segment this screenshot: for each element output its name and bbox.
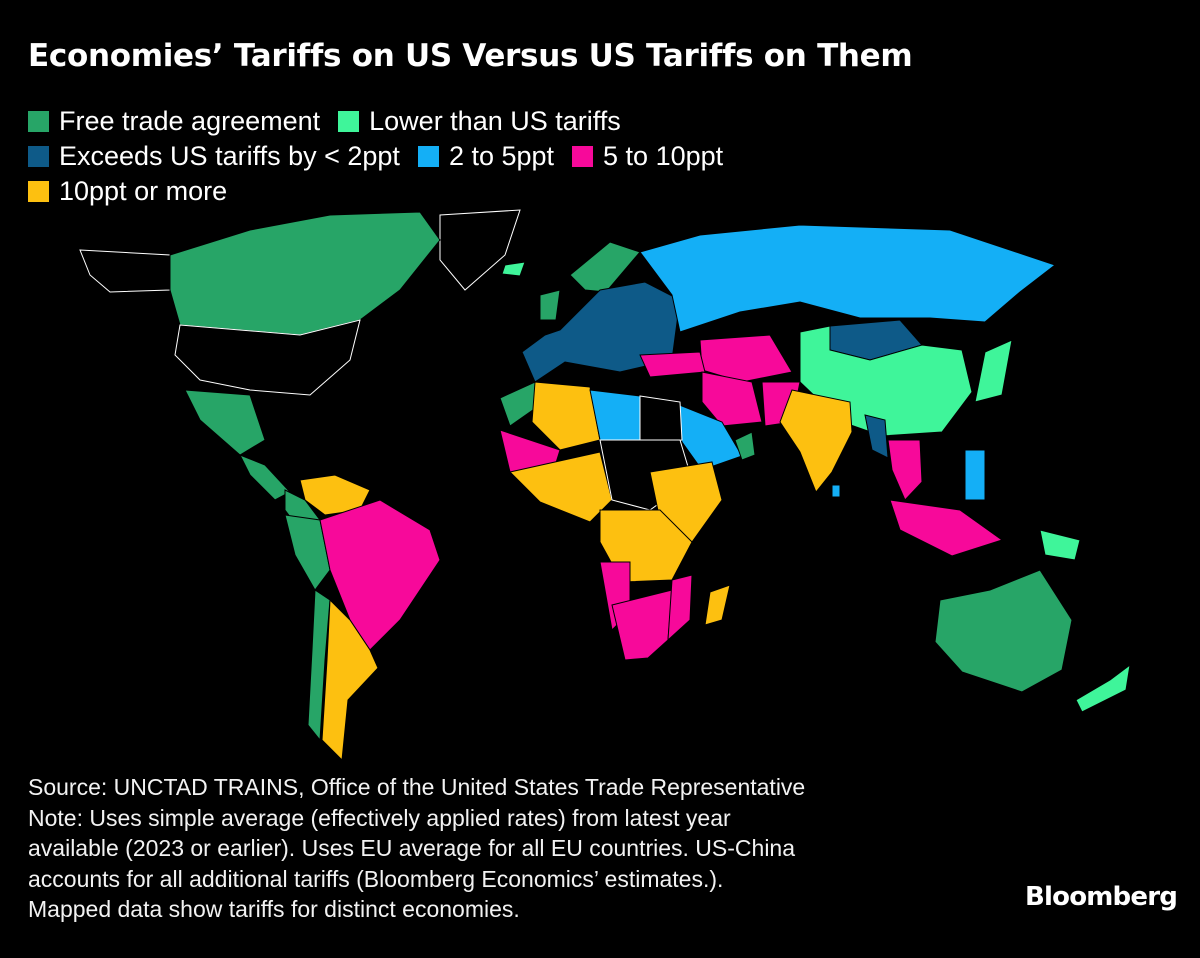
legend-label: Free trade agreement: [59, 106, 321, 136]
legend-swatch: [572, 146, 594, 167]
footer-notes: Source: UNCTAD TRAINS, Office of the Uni…: [28, 772, 948, 925]
country-greenland: [439, 209, 521, 291]
legend-label: Lower than US tariffs: [369, 106, 621, 136]
note-line: accounts for all additional tariffs (Blo…: [28, 865, 724, 892]
country-peru: [284, 514, 331, 591]
legend-item-under-2: Exceeds US tariffs by < 2ppt: [28, 139, 400, 174]
country-sri-lanka: [831, 484, 841, 498]
legend-item-10-plus: 10ppt or more: [28, 174, 227, 209]
note-line: Note: Uses simple average (effectively a…: [28, 804, 731, 831]
country-egypt: [639, 395, 683, 447]
legend-item-2-5: 2 to 5ppt: [417, 139, 555, 174]
chart-title: Economies’ Tariffs on US Versus US Tarif…: [28, 38, 913, 74]
note-line: available (2023 or earlier). Uses EU ave…: [28, 835, 796, 861]
country-mozambique: [667, 574, 693, 642]
country-australia: [934, 569, 1073, 693]
country-united-states: [174, 319, 361, 396]
country-indonesia: [889, 499, 1004, 557]
legend-item-5-10: 5 to 10ppt: [572, 139, 723, 174]
note-line: Mapped data show tariffs for distinct ec…: [28, 896, 520, 922]
bloomberg-logo: Bloomberg: [1025, 882, 1178, 912]
country-papua-new-guinea: [1039, 529, 1081, 561]
country-united-kingdom: [539, 289, 561, 321]
country-thailand: [887, 439, 923, 501]
country-alaska: [79, 249, 171, 293]
country-south-africa: [611, 589, 673, 661]
country-turkey: [639, 351, 706, 378]
legend-item-lower: Lower than US tariffs: [338, 104, 621, 139]
legend-label: 5 to 10ppt: [603, 141, 724, 171]
world-map: [79, 209, 1131, 762]
country-philippines: [964, 449, 986, 501]
legend-swatch: [28, 111, 49, 132]
country-canada: [169, 211, 441, 336]
country-norway: [569, 241, 641, 293]
country-brazil: [319, 499, 441, 651]
legend-label: 2 to 5ppt: [448, 141, 555, 171]
country-oman: [734, 431, 756, 461]
country-central-america: [238, 454, 291, 501]
source-line: Source: UNCTAD TRAINS, Office of the Uni…: [28, 774, 806, 800]
country-india: [779, 389, 853, 493]
legend-swatch: [338, 111, 360, 132]
country-madagascar: [704, 584, 731, 626]
country-mexico: [184, 389, 266, 456]
legend-swatch: [28, 146, 49, 167]
legend-swatch: [417, 146, 439, 167]
legend-swatch: [28, 181, 49, 202]
country-russia: [639, 224, 1057, 333]
legend-label: Exceeds US tariffs by < 2ppt: [59, 141, 400, 171]
legend-label: 10ppt or more: [59, 176, 228, 206]
legend: Free trade agreement Lower than US tarif…: [28, 104, 723, 209]
country-iceland: [501, 261, 526, 277]
country-myanmar: [864, 414, 889, 459]
country-algeria: [531, 381, 601, 451]
country-new-zealand: [1075, 663, 1131, 713]
legend-item-fta: Free trade agreement: [28, 104, 320, 139]
country-japan: [974, 339, 1013, 403]
country-iran: [701, 371, 763, 427]
country-argentina: [321, 598, 379, 762]
